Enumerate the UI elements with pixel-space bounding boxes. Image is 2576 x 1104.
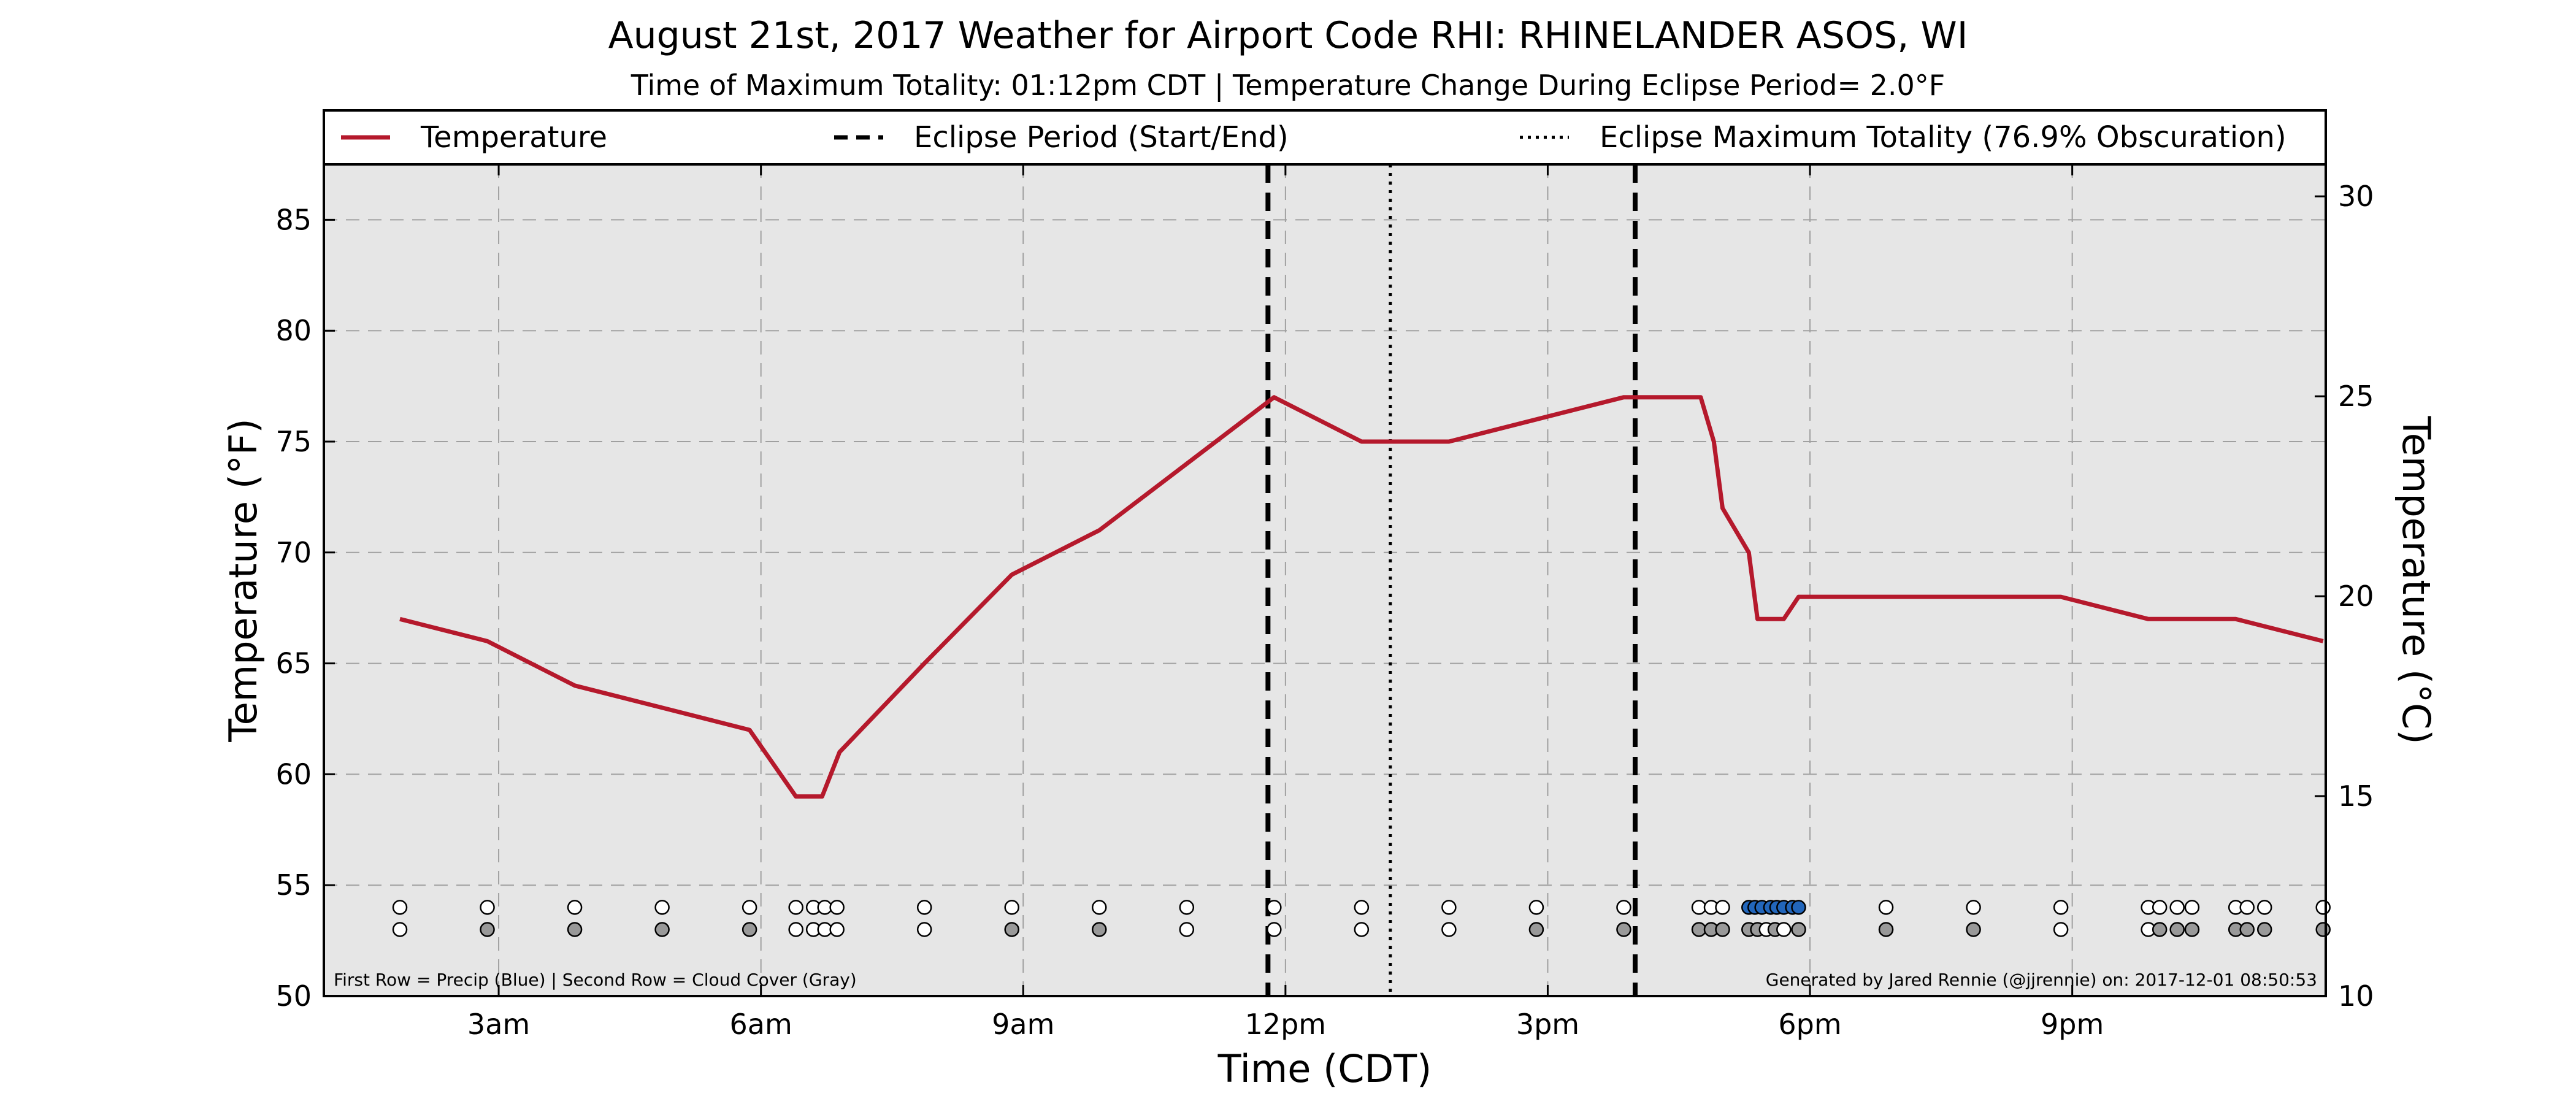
precip-dot <box>2169 900 2185 915</box>
precip-dot <box>2256 900 2272 915</box>
x-tick-label: 3am <box>467 1008 530 1041</box>
y-tick-label: 85 <box>275 203 312 236</box>
cloud-dot <box>742 922 757 937</box>
cloud-dot <box>1776 922 1792 937</box>
x-tick-label: 6am <box>730 1008 792 1041</box>
precip-dot <box>1616 900 1631 915</box>
y-axis-label-left: Temperature (°F) <box>221 418 266 742</box>
cloud-dot <box>567 922 583 937</box>
precip-dot <box>392 900 408 915</box>
cloud-dot <box>2053 922 2069 937</box>
precip-dot <box>567 900 583 915</box>
note-right: Generated by Jared Rennie (@jjrennie) on… <box>1766 970 2317 990</box>
cloud-dot <box>788 922 803 937</box>
chart-title: August 21st, 2017 Weather for Airport Co… <box>608 14 1968 57</box>
cloud-dot <box>1528 922 1544 937</box>
chart-subtitle: Time of Maximum Totality: 01:12pm CDT | … <box>631 69 1945 102</box>
precip-dot <box>829 900 845 915</box>
gridlines <box>324 164 2326 996</box>
precip-dot <box>1715 900 1730 915</box>
precip-dot <box>1179 900 1195 915</box>
cloud-dot <box>1179 922 1195 937</box>
precip-dot <box>1004 900 1019 915</box>
precip-dot <box>1528 900 1544 915</box>
precip-dot <box>1966 900 1981 915</box>
y-tick-label: 65 <box>275 647 312 680</box>
cloud-dot <box>2152 922 2168 937</box>
y-tick-label: 75 <box>275 425 312 458</box>
precip-dot <box>2053 900 2069 915</box>
cloud-dot <box>1092 922 1107 937</box>
y-tick-label: 70 <box>275 536 312 569</box>
cloud-dot <box>1715 922 1730 937</box>
cloud-dot <box>2256 922 2272 937</box>
cloud-dot <box>2239 922 2255 937</box>
series-line-temperature <box>399 395 2324 799</box>
cloud-dot <box>2169 922 2185 937</box>
axes: 3am 6am 9am 12pm 3pm 6pm 9pm 50 55 60 65 70 75 80 85 10… <box>275 164 2374 1041</box>
x-tick-label: 12pm <box>1245 1008 1327 1041</box>
precip-dot <box>742 900 757 915</box>
precip-dot <box>1354 900 1370 915</box>
cloud-dot <box>1267 922 1282 937</box>
legend: Temperature Eclipse Period (Start/End) E… <box>323 109 2327 166</box>
series-layer <box>399 395 2324 799</box>
plot-area <box>324 164 2326 996</box>
y-right-tick-label: 20 <box>2338 580 2374 613</box>
cloud-dot <box>654 922 670 937</box>
precip-dot <box>1441 900 1457 915</box>
precip-dot <box>2239 900 2255 915</box>
y-right-tick-label: 30 <box>2338 180 2374 213</box>
cloud-dot <box>1691 922 1707 937</box>
precip-dot <box>2315 900 2331 915</box>
x-tick-label: 6pm <box>1778 1008 1841 1041</box>
legend-label-eclipse-period: Eclipse Period (Start/End) <box>914 120 1289 155</box>
cloud-dot <box>2315 922 2331 937</box>
y-tick-label: 50 <box>275 979 312 1013</box>
precip-dot <box>654 900 670 915</box>
precip-dot <box>1092 900 1107 915</box>
y-right-tick-label: 25 <box>2338 380 2374 413</box>
cloud-dot <box>1878 922 1894 937</box>
y-tick-label: 80 <box>275 314 312 347</box>
cloud-dot <box>2184 922 2200 937</box>
legend-box <box>323 109 2327 166</box>
legend-label-eclipse-max: Eclipse Maximum Totality (76.9% Obscurat… <box>1600 120 2287 155</box>
precip-dot <box>1691 900 1707 915</box>
x-axis-label: Time (CDT) <box>1217 1046 1432 1091</box>
x-tick-label: 3pm <box>1516 1008 1579 1041</box>
y-tick-label: 55 <box>275 868 312 902</box>
cloud-dot <box>817 922 832 937</box>
cloud-dot <box>916 922 932 937</box>
plot-frame <box>323 163 2327 997</box>
cloud-dot <box>1966 922 1981 937</box>
x-tick-label: 9pm <box>2041 1008 2104 1041</box>
eclipse-lines <box>1265 164 1638 996</box>
y-right-tick-label: 15 <box>2338 780 2374 813</box>
cloud-dot <box>480 922 495 937</box>
precip-dot <box>916 900 932 915</box>
cloud-dot <box>1791 922 1806 937</box>
precip-dot <box>2152 900 2168 915</box>
cloud-dot <box>1441 922 1457 937</box>
y-axis-label-right: Temperature (°C) <box>2394 415 2439 744</box>
y-right-tick-label: 10 <box>2338 979 2374 1013</box>
precip-dot <box>2184 900 2200 915</box>
cloud-dot <box>1354 922 1370 937</box>
precip-dot <box>1267 900 1282 915</box>
note-left: First Row = Precip (Blue) | Second Row =… <box>334 970 857 990</box>
cloud-dot <box>1616 922 1631 937</box>
cloud-dot <box>829 922 845 937</box>
precip-dot <box>1878 900 1894 915</box>
cloud-dot <box>1004 922 1019 937</box>
precip-dot <box>1791 900 1806 915</box>
y-tick-label: 60 <box>275 757 312 791</box>
precip-dot <box>788 900 803 915</box>
cloud-dot <box>392 922 408 937</box>
legend-label-temperature: Temperature <box>420 120 607 155</box>
x-tick-label: 9am <box>992 1008 1054 1041</box>
precip-dot <box>817 900 832 915</box>
precip-dot <box>480 900 495 915</box>
